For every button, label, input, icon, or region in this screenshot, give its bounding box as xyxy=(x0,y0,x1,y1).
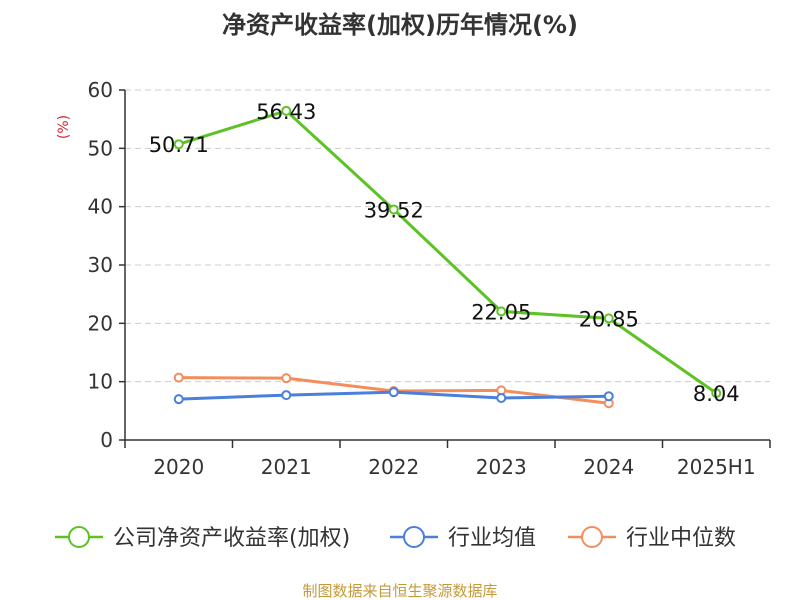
x-tick-label: 2021 xyxy=(261,455,312,479)
y-tick-label: 40 xyxy=(88,195,113,219)
data-point[interactable] xyxy=(281,373,292,384)
legend-marker xyxy=(403,526,425,548)
data-label: 50.71 xyxy=(149,133,209,157)
series xyxy=(173,387,614,405)
legend-marker xyxy=(581,526,603,548)
x-tick-label: 2024 xyxy=(583,455,634,479)
series-line xyxy=(178,109,718,395)
y-tick-label: 10 xyxy=(88,370,113,394)
data-point[interactable] xyxy=(388,387,399,398)
data-point[interactable] xyxy=(711,388,722,399)
legend-label: 公司净资产收益率(加权) xyxy=(113,526,350,551)
y-tick-label: 20 xyxy=(88,311,113,335)
y-axis-label: (%) xyxy=(56,115,72,139)
data-point[interactable] xyxy=(603,391,614,402)
data-label: 22.05 xyxy=(471,300,531,324)
data-point[interactable] xyxy=(173,394,184,405)
legend-label: 行业中位数 xyxy=(626,526,736,551)
data-labels: 50.71 56.43 39.52 22.05 20.85 8.04 xyxy=(149,100,740,406)
series xyxy=(173,105,722,399)
y-tick-label: 30 xyxy=(88,253,113,277)
data-point[interactable] xyxy=(173,139,184,150)
data-point[interactable] xyxy=(281,105,292,116)
data-point[interactable] xyxy=(603,313,614,324)
legend[interactable]: 公司净资产收益率(加权) 行业均值 行业中位数 xyxy=(55,526,736,551)
y-tick-label: 60 xyxy=(88,78,113,102)
legend-item[interactable]: 公司净资产收益率(加权) xyxy=(55,526,350,551)
chart-title: 净资产收益率(加权)历年情况(%) xyxy=(222,11,578,39)
source-footer: 制图数据来自恒生聚源数据库 xyxy=(302,582,497,600)
data-point[interactable] xyxy=(281,390,292,401)
axes: 0 10 20 30 40 50 60 2020 2021 2022 2023 2024 2025H1 xyxy=(88,78,771,479)
data-point[interactable] xyxy=(496,306,507,317)
legend-item[interactable]: 行业均值 xyxy=(390,526,536,551)
legend-marker xyxy=(68,526,90,548)
x-tick-label: 2023 xyxy=(476,455,527,479)
x-tick-label: 2025H1 xyxy=(677,455,756,479)
data-label: 56.43 xyxy=(256,100,316,124)
y-tick-label: 0 xyxy=(100,428,113,452)
data-label: 39.52 xyxy=(364,198,424,222)
legend-item[interactable]: 行业中位数 xyxy=(568,526,736,551)
data-label: 8.04 xyxy=(693,382,740,406)
data-label: 20.85 xyxy=(579,307,639,331)
data-point[interactable] xyxy=(173,372,184,383)
data-point[interactable] xyxy=(496,393,507,403)
x-tick-label: 2020 xyxy=(153,455,204,479)
y-tick-label: 50 xyxy=(88,136,113,160)
legend-label: 行业均值 xyxy=(448,526,536,551)
data-point[interactable] xyxy=(388,204,399,215)
series-lines xyxy=(173,105,722,409)
grid-lines xyxy=(125,89,770,383)
x-tick-label: 2022 xyxy=(368,455,419,479)
